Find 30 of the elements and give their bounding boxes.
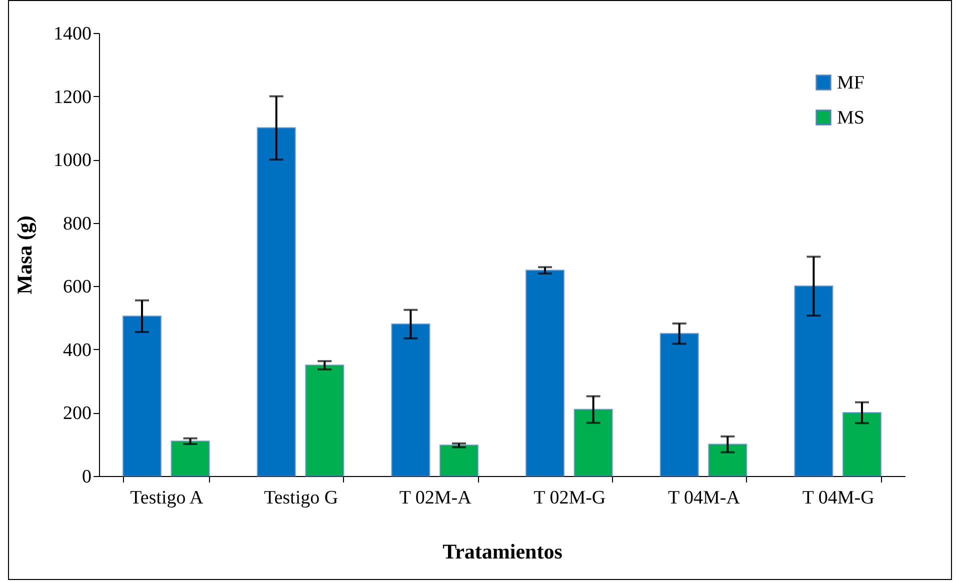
bar	[842, 412, 882, 477]
bar	[170, 440, 210, 477]
legend-label: MS	[837, 108, 864, 128]
bar	[122, 315, 162, 477]
y-axis-title: Masa (g)	[12, 216, 36, 294]
legend-label: MF	[837, 72, 864, 94]
x-tick-label: T 02M-G	[534, 488, 606, 508]
x-axis-title: Tratamientos	[442, 540, 562, 564]
y-tick-label: 600	[63, 276, 92, 298]
bar	[525, 270, 565, 477]
bar	[305, 364, 344, 477]
bar	[660, 332, 699, 477]
bar	[439, 444, 479, 477]
y-tick-label: 0	[82, 466, 92, 488]
bar	[256, 127, 296, 477]
y-tick-label: 200	[63, 403, 92, 424]
y-tick-label: 800	[63, 213, 92, 234]
y-tick-label: 1200	[54, 86, 92, 108]
y-tick-label: 1000	[54, 150, 92, 172]
x-tick-label: T 02M-A	[399, 488, 472, 508]
y-tick-label: 1400	[54, 24, 92, 44]
x-tick-label: Testigo G	[264, 488, 338, 508]
y-tick-label: 400	[63, 340, 92, 361]
bar	[794, 285, 834, 477]
bar	[708, 444, 748, 477]
bar	[391, 323, 430, 477]
bar	[574, 408, 613, 477]
x-tick-label: T 04M-G	[802, 488, 875, 508]
x-tick-label: Testigo A	[130, 488, 204, 508]
x-tick-label: T 04M-A	[668, 488, 740, 508]
